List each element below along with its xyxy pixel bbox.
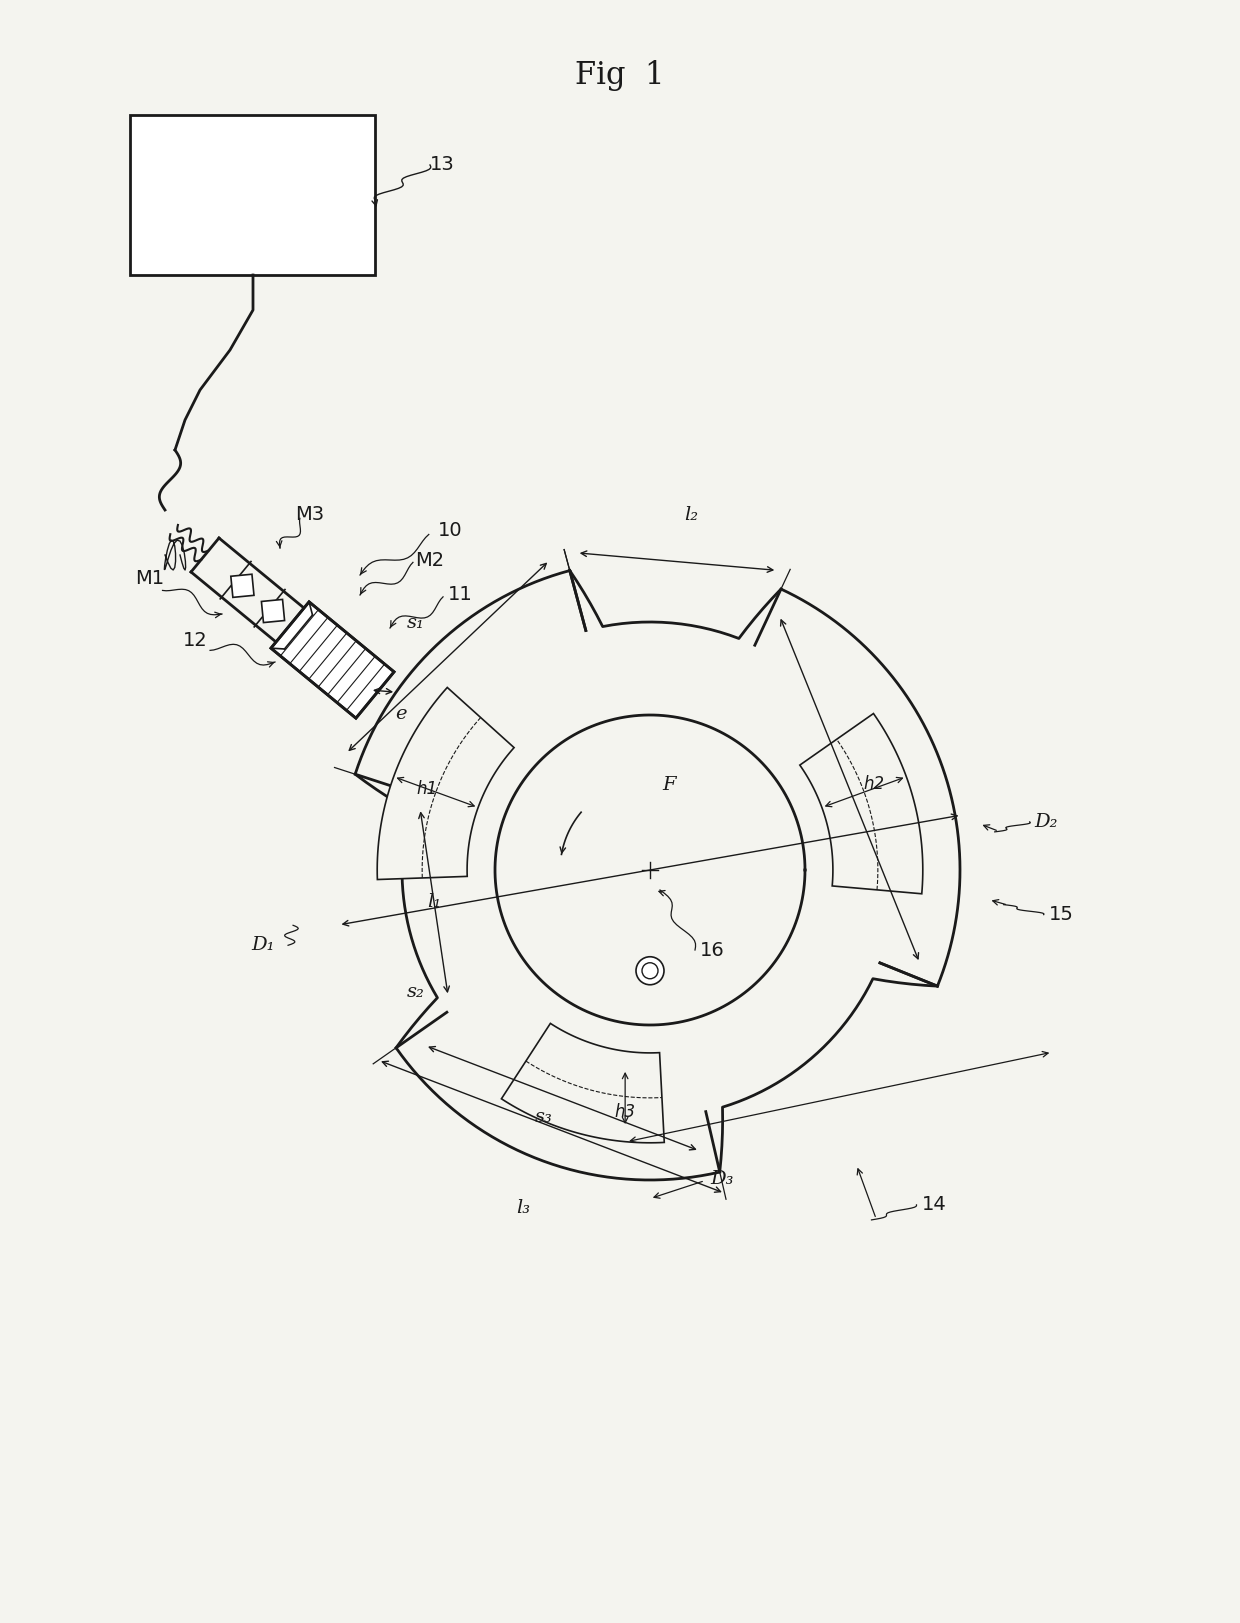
Text: h2: h2 xyxy=(863,774,884,792)
Text: e: e xyxy=(394,704,407,722)
Text: F: F xyxy=(662,776,676,794)
Text: 12: 12 xyxy=(182,630,207,649)
Text: M2: M2 xyxy=(415,550,445,570)
Circle shape xyxy=(636,956,663,985)
Text: D₁: D₁ xyxy=(252,936,275,954)
Text: Fig  1: Fig 1 xyxy=(575,60,665,91)
Text: 16: 16 xyxy=(701,940,724,959)
Polygon shape xyxy=(377,688,515,880)
Polygon shape xyxy=(262,599,284,623)
Text: l₁: l₁ xyxy=(427,893,441,911)
Polygon shape xyxy=(231,575,254,597)
Text: l₂: l₂ xyxy=(684,506,698,524)
Text: D₂: D₂ xyxy=(1034,813,1058,831)
Bar xyxy=(130,115,374,274)
Text: 15: 15 xyxy=(1049,906,1074,923)
Text: 10: 10 xyxy=(438,521,463,539)
Text: l₃: l₃ xyxy=(516,1199,531,1217)
Text: h3: h3 xyxy=(615,1104,636,1121)
Text: s₃: s₃ xyxy=(534,1109,553,1126)
Text: s₁: s₁ xyxy=(407,613,424,631)
Text: s₂: s₂ xyxy=(407,982,425,1001)
Text: 13: 13 xyxy=(430,156,455,175)
Polygon shape xyxy=(270,602,394,717)
Text: 11: 11 xyxy=(448,586,472,604)
Polygon shape xyxy=(800,714,923,894)
Text: 14: 14 xyxy=(921,1196,946,1214)
Text: D₃: D₃ xyxy=(711,1170,734,1188)
Text: h1: h1 xyxy=(415,779,436,797)
Text: M3: M3 xyxy=(295,505,325,524)
Polygon shape xyxy=(501,1024,665,1143)
Text: M1: M1 xyxy=(135,568,165,588)
